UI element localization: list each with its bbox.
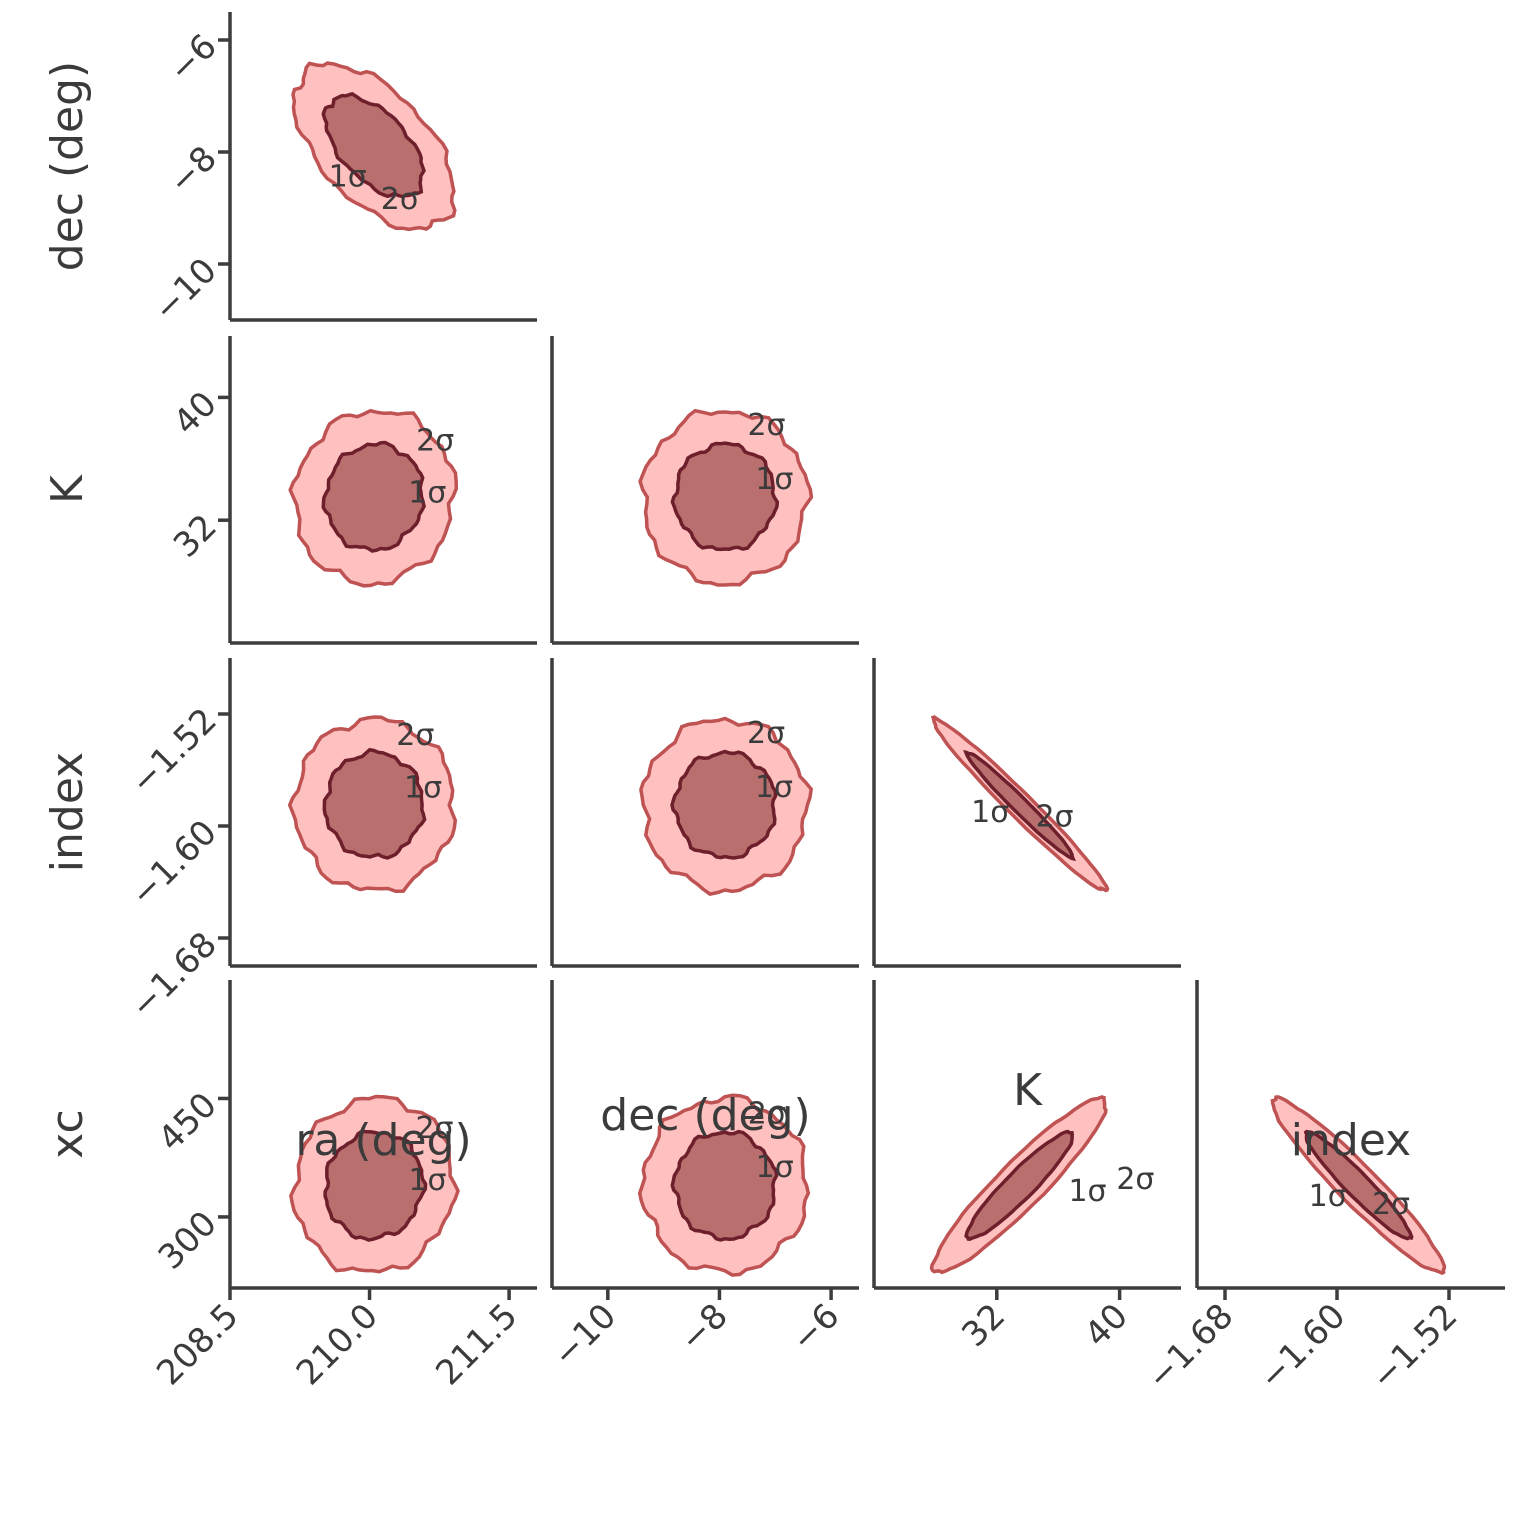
y-tick-label: −1.68: [123, 925, 225, 1027]
contour-label-1sigma: 1σ: [755, 770, 793, 805]
x-tick-label: 210.0: [289, 1296, 386, 1393]
y-tick-label: −1.60: [123, 813, 225, 915]
contour-1sigma: [1303, 1129, 1414, 1241]
contour-label-1sigma: 1σ: [329, 160, 367, 195]
y-tick-label: 450: [151, 1085, 225, 1159]
contour-label-1sigma: 1σ: [756, 1150, 794, 1185]
contour-label-1sigma: 1σ: [971, 795, 1009, 830]
contour-1sigma: [670, 441, 780, 552]
y-tick-label: −8: [161, 139, 225, 203]
x-tick-label: 32: [954, 1296, 1013, 1355]
y-tick-label: 300: [151, 1203, 225, 1277]
x-axis-label-k: K: [1013, 1065, 1043, 1116]
x-axis-label-index: index: [1291, 1115, 1411, 1166]
y-tick-label: −1.52: [123, 701, 225, 803]
contour-label-1sigma: 1σ: [1068, 1174, 1106, 1209]
contour-1sigma: [321, 92, 426, 199]
y-tick-label: 32: [166, 507, 225, 566]
panel-index-vs-k: 1σ 2σ: [872, 658, 1181, 968]
x-tick-label: 211.5: [428, 1296, 525, 1393]
y-axis-label-xc: xc: [42, 1109, 93, 1158]
contour-label-1sigma: 1σ: [408, 1163, 446, 1198]
panel-xc-vs-k: 1σ 2σ: [872, 980, 1181, 1290]
x-tick-label: −10: [545, 1296, 624, 1375]
panel-index-vs-dec: 1σ 2σ: [550, 658, 859, 968]
y-axis-label-dec: dec (deg): [42, 61, 93, 271]
y-axis-label-index: index: [42, 752, 93, 872]
x-tick-label: −6: [784, 1296, 848, 1360]
panel-k-vs-dec: 1σ 2σ: [550, 336, 859, 645]
contour-label-2sigma: 2σ: [1372, 1187, 1410, 1222]
x-tick-label: −8: [672, 1296, 736, 1360]
y-tick-label: −6: [161, 27, 225, 91]
panel-xc-vs-dec: 1σ 2σ: [550, 980, 859, 1290]
x-tick-label: −1.52: [1363, 1296, 1465, 1398]
contour-label-2sigma: 2σ: [415, 1111, 453, 1146]
contour-1sigma: [670, 1129, 779, 1242]
contour-label-1sigma: 1σ: [1309, 1179, 1347, 1214]
contour-label-2sigma: 2σ: [747, 716, 785, 751]
x-axis-label-dec: dec (deg): [600, 1090, 810, 1141]
x-tick-label: −1.60: [1251, 1296, 1353, 1398]
contour-1sigma: [321, 440, 426, 553]
contour-label-2sigma: 2σ: [1035, 800, 1073, 835]
x-axis-label-ra: ra (deg): [295, 1115, 471, 1166]
contour-label-2sigma: 2σ: [748, 1096, 786, 1131]
y-axis-label-k: K: [42, 474, 93, 504]
panel-xc-vs-index: 1σ 2σ: [1195, 980, 1505, 1290]
contour-label-2sigma: 2σ: [747, 408, 785, 443]
x-tick-label: 40: [1077, 1296, 1136, 1355]
contour-1sigma: [322, 747, 427, 860]
contour-1sigma: [323, 1129, 428, 1242]
contour-label-1sigma: 1σ: [408, 476, 446, 511]
y-tick-label: 40: [166, 384, 225, 443]
panel-dec-vs-ra: 1σ 2σ: [228, 12, 537, 322]
contour-label-2sigma: 2σ: [416, 424, 454, 459]
x-tick-label: −1.68: [1139, 1296, 1241, 1398]
contour-label-1sigma: 1σ: [755, 462, 793, 497]
contour-1sigma: [963, 749, 1076, 862]
contour-1sigma: [964, 1129, 1074, 1242]
contour-1sigma: [670, 749, 778, 860]
contour-label-1sigma: 1σ: [404, 770, 442, 805]
contour-label-2sigma: 2σ: [1116, 1162, 1154, 1197]
contour-label-2sigma: 2σ: [396, 718, 434, 753]
x-tick-label: 208.5: [149, 1296, 246, 1393]
y-tick-label: −10: [146, 251, 225, 330]
contour-label-2sigma: 2σ: [381, 182, 419, 217]
